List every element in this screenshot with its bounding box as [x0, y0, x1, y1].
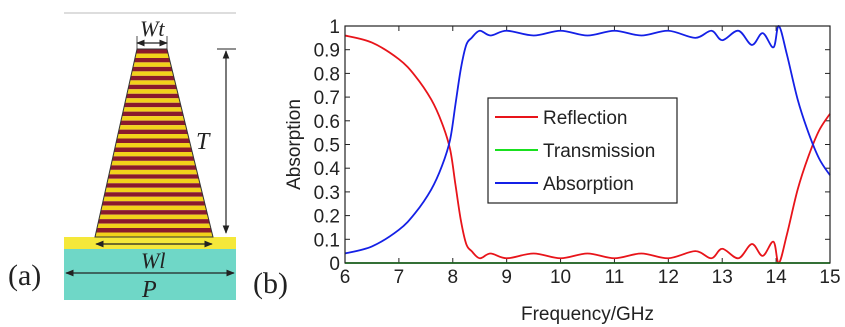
dielectric-layer — [133, 62, 172, 67]
legend-label-transmission: Transmission — [543, 141, 655, 162]
absorption-curve — [344, 25, 831, 255]
legend: Reflection Transmission Absorption — [487, 97, 678, 204]
dielectric-layer — [121, 116, 185, 121]
bottom-width-label: Wl — [141, 248, 165, 273]
y-tick-label: 0.9 — [314, 41, 340, 62]
dielectric-layer — [117, 134, 189, 139]
lossy-layer — [130, 75, 175, 81]
dielectric-layer — [109, 169, 198, 175]
legend-label-reflection: Reflection — [543, 108, 628, 129]
dielectric-layer — [119, 125, 187, 130]
lossy-layer — [100, 210, 208, 215]
dielectric-layer — [105, 187, 203, 193]
axis-ticks: 6 7 8 9 10 11 12 13 14 15 0 0.10.2 0.3 0.40.5 0.6 0.7 0.… — [314, 17, 841, 288]
lossy-layer — [108, 174, 199, 179]
lossy-layer — [124, 102, 182, 108]
top-width-label: Wt — [140, 16, 165, 41]
y-tick-label: 0.5 — [314, 136, 340, 157]
y-tick-label: 0.2 — [314, 207, 340, 228]
x-tick-label: 10 — [550, 267, 571, 288]
lossy-layer — [98, 219, 210, 224]
y-tick-label: 0.1 — [314, 230, 340, 251]
x-tick-label: 15 — [819, 267, 840, 288]
y-tick-label: 0.7 — [314, 88, 340, 109]
dielectric-layer — [97, 223, 211, 229]
x-tick-label: 11 — [605, 267, 625, 288]
plot-frame — [344, 25, 831, 264]
multilayer-pyramid — [95, 49, 213, 237]
dielectric-layer — [103, 196, 205, 202]
y-tick-label: 0.8 — [314, 64, 340, 85]
lossy-layer — [136, 49, 169, 54]
x-tick-label: 13 — [712, 267, 733, 288]
x-tick-label: 6 — [340, 267, 351, 288]
y-axis-label: Absorption — [284, 99, 305, 190]
dielectric-layer — [129, 80, 176, 85]
x-tick-label: 14 — [766, 267, 788, 288]
y-tick-label: 0 — [329, 254, 340, 275]
pyramid-outline — [94, 48, 214, 238]
dielectric-layer — [125, 98, 181, 103]
lossy-layer — [96, 228, 212, 233]
period-label: P — [141, 277, 157, 303]
dielectric-layer — [111, 160, 196, 166]
dielectric-layer — [107, 178, 200, 184]
spectrum-chart: (b) 6 7 8 9 10 11 12 13 14 15 0 0.10.2 0.3 0.40.5 0.6 0… — [253, 17, 841, 325]
x-tick-label: 9 — [501, 267, 512, 288]
y-tick-label: 0.4 — [314, 159, 341, 180]
lossy-layer — [104, 192, 204, 197]
dielectric-layer — [113, 151, 194, 157]
dielectric-layer — [127, 89, 178, 94]
dielectric-layer — [99, 214, 209, 220]
lossy-layer — [114, 147, 193, 152]
lossy-layer — [120, 120, 186, 126]
dielectric-layer — [123, 107, 183, 112]
dielectric-layer — [115, 143, 192, 148]
lossy-layer — [102, 201, 206, 206]
panel-b-label: (b) — [253, 267, 288, 300]
height-label: T — [196, 129, 211, 155]
lossy-layer — [112, 156, 195, 161]
lossy-layer — [118, 129, 188, 135]
x-tick-label: 8 — [447, 267, 458, 288]
lossy-layer — [110, 165, 197, 170]
unit-cell-schematic: Wt T Wl P (a) — [8, 12, 236, 303]
lossy-layer — [116, 138, 190, 143]
dielectric-layer — [95, 232, 213, 237]
lossy-layer — [128, 84, 177, 90]
y-tick-label: 0.6 — [314, 112, 340, 133]
lossy-layer — [106, 183, 201, 188]
dielectric-layer — [101, 205, 207, 211]
reflection-curve — [344, 34, 831, 264]
panel-a-label: (a) — [8, 259, 41, 292]
y-tick-label: 0.3 — [314, 183, 340, 204]
x-tick-label: 7 — [394, 267, 405, 288]
x-axis-label: Frequency/GHz — [521, 304, 654, 325]
lossy-layer — [132, 66, 173, 72]
y-tick-label: 1 — [329, 17, 340, 38]
dielectric-layer — [131, 71, 174, 76]
x-tick-label: 12 — [658, 267, 679, 288]
legend-label-absorption: Absorption — [543, 174, 634, 195]
lossy-layer — [126, 93, 180, 99]
lossy-layer — [122, 111, 184, 117]
dielectric-layer — [135, 53, 170, 58]
lossy-layer — [134, 57, 171, 63]
